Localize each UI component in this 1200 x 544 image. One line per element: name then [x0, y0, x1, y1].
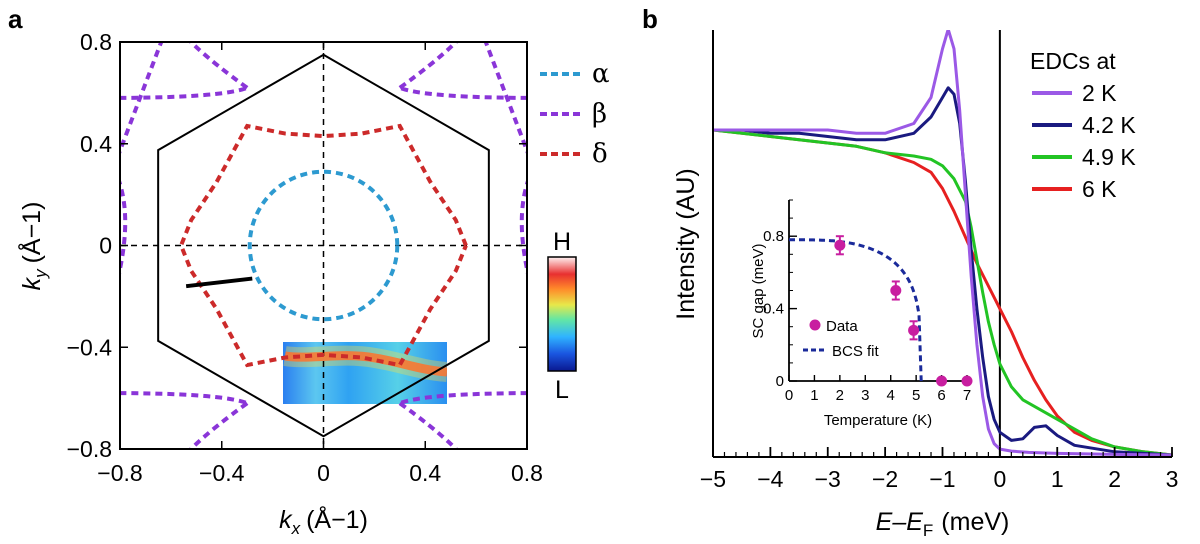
beta-pocket-arc-7	[398, 401, 459, 449]
y-tick-label: −0.4	[67, 334, 113, 360]
colorbar-low-label: L	[555, 376, 569, 404]
x-axis-label: kx (Å−1)	[279, 504, 368, 538]
delta-pocket	[178, 123, 468, 368]
x-tick-label: −0.4	[199, 460, 245, 486]
inset-x-tick-label: 5	[912, 387, 920, 404]
beta-pocket-arc-0	[120, 85, 248, 100]
beta-pocket-arc-3	[399, 391, 527, 406]
beta-pocket-arc-5	[398, 42, 459, 90]
alpha-pocket	[247, 169, 400, 322]
x-tick-label: −1	[929, 466, 955, 492]
inset-data-point-3	[936, 375, 948, 387]
x-tick-label: −0.8	[97, 460, 142, 486]
colorbar-high-label: H	[553, 228, 571, 256]
y-tick-label: 0.8	[80, 29, 112, 55]
colorbar	[547, 256, 577, 372]
panel-b-legend: EDCs at 2 K 4.2 K 4.9 K 6 K	[1030, 48, 1136, 202]
inset-y-tick-label: 0.4	[763, 301, 784, 318]
panel-b-axes: −5 −4 −3 −2 −1 0 1 2 3E–EF (meV)Intensity (AU)	[672, 30, 1178, 540]
inset-data-point-2	[908, 324, 920, 336]
x-axis-label-unit: (meV)	[941, 508, 1009, 536]
legend-title: EDCs at	[1030, 48, 1116, 74]
x-axis-label: E–EF (meV)	[876, 508, 1010, 540]
x-tick-label: −5	[700, 466, 726, 492]
inset-data-point-0	[834, 239, 846, 251]
x-tick-label: 0	[993, 466, 1006, 492]
inset-legend-label-bcs: BCS fit	[832, 343, 880, 360]
panel-a-label: a	[8, 4, 23, 34]
x-tick-label: 3	[1166, 466, 1179, 492]
inset-y-axis-label: SC gap (meV)	[750, 243, 767, 338]
panel-b-plot-area	[713, 30, 1172, 457]
edc-line-2k	[713, 30, 1172, 457]
legend-label-1: β	[592, 99, 607, 129]
arpes-map-right	[300, 200, 500, 350]
x-axis-label-main: k	[279, 506, 293, 534]
x-tick-label: −4	[757, 466, 783, 492]
edc-line-4.9k	[713, 128, 1172, 457]
inset-x-tick-label: 0	[785, 387, 793, 404]
panel-a-legend: αβδ	[540, 59, 610, 169]
legend-label-2: 4.9 K	[1082, 144, 1136, 170]
legend-label-2: δ	[592, 139, 608, 169]
arpes-map-bottom	[283, 342, 447, 404]
legend-label-1: 4.2 K	[1082, 112, 1136, 138]
beta-pocket-arc-11	[483, 42, 527, 157]
inset-y-tick-label: 0.8	[763, 228, 784, 245]
inset-y-tick-label: 0	[776, 373, 784, 390]
beta-pocket-arc-6	[188, 401, 249, 449]
beta-pocket-arc-10	[120, 42, 164, 157]
x-axis-label-sub: x	[291, 519, 301, 538]
x-axis-label-main: E–E	[876, 508, 924, 536]
panel-a-axes: −0.8 −0.4 0 0.4 0.8−0.8−0.400.40.8kx (Å−1)ky(…	[16, 29, 543, 538]
y-tick-label: 0	[99, 233, 112, 259]
inset-data-point-4	[961, 375, 973, 387]
y-axis-label: ky (Å−1)	[16, 202, 50, 291]
inset-x-tick-label: 2	[836, 387, 844, 404]
y-axis-label-main: k	[18, 276, 46, 290]
y-axis-label-sub: y	[31, 268, 50, 279]
x-tick-label: −2	[872, 466, 898, 492]
beta-pocket-arc-9	[519, 177, 527, 279]
legend-label-0: α	[592, 59, 610, 89]
x-tick-label: 0	[317, 460, 330, 486]
x-tick-label: 2	[1108, 466, 1121, 492]
brillouin-zone-hexagon	[157, 53, 490, 438]
bcs-fit-curve	[789, 238, 923, 382]
x-tick-label: 0.8	[511, 460, 543, 486]
panel-a-plot-area	[120, 42, 527, 449]
inset-legend-marker-data	[809, 319, 821, 331]
inset-x-tick-label: 4	[887, 387, 895, 404]
beta-pocket-arc-8	[120, 177, 128, 279]
panel-a-dynamic-marks	[120, 42, 527, 449]
beta-pocket-arc-1	[399, 85, 527, 100]
beta-pocket-arc-4	[188, 42, 249, 90]
inset-x-tick-label: 6	[937, 387, 945, 404]
x-tick-label: 0.4	[409, 460, 441, 486]
x-axis-label-unit: (Å−1)	[306, 504, 368, 534]
momentum-cut-line	[185, 276, 253, 289]
inset-x-axis-label: Temperature (K)	[824, 412, 932, 429]
y-axis-label: Intensity (AU)	[672, 168, 700, 319]
y-axis-label-unit: (Å−1)	[16, 202, 46, 264]
inset-x-tick-label: 1	[810, 387, 818, 404]
x-tick-label: −3	[815, 466, 841, 492]
panel-b-label: b	[642, 4, 658, 34]
x-axis-label-sub: F	[923, 521, 933, 540]
y-tick-label: 0.4	[80, 131, 112, 157]
beta-pocket-arc-2	[120, 391, 248, 406]
legend-label-0: 2 K	[1082, 80, 1117, 106]
legend-label-3: 6 K	[1082, 176, 1117, 202]
inset-data-point-1	[890, 285, 902, 296]
inset-x-tick-label: 7	[963, 387, 971, 404]
inset-legend-label-data: Data	[826, 318, 858, 335]
y-tick-label: −0.8	[67, 436, 112, 462]
inset-x-tick-label: 3	[861, 387, 869, 404]
x-tick-label: 1	[1051, 466, 1064, 492]
